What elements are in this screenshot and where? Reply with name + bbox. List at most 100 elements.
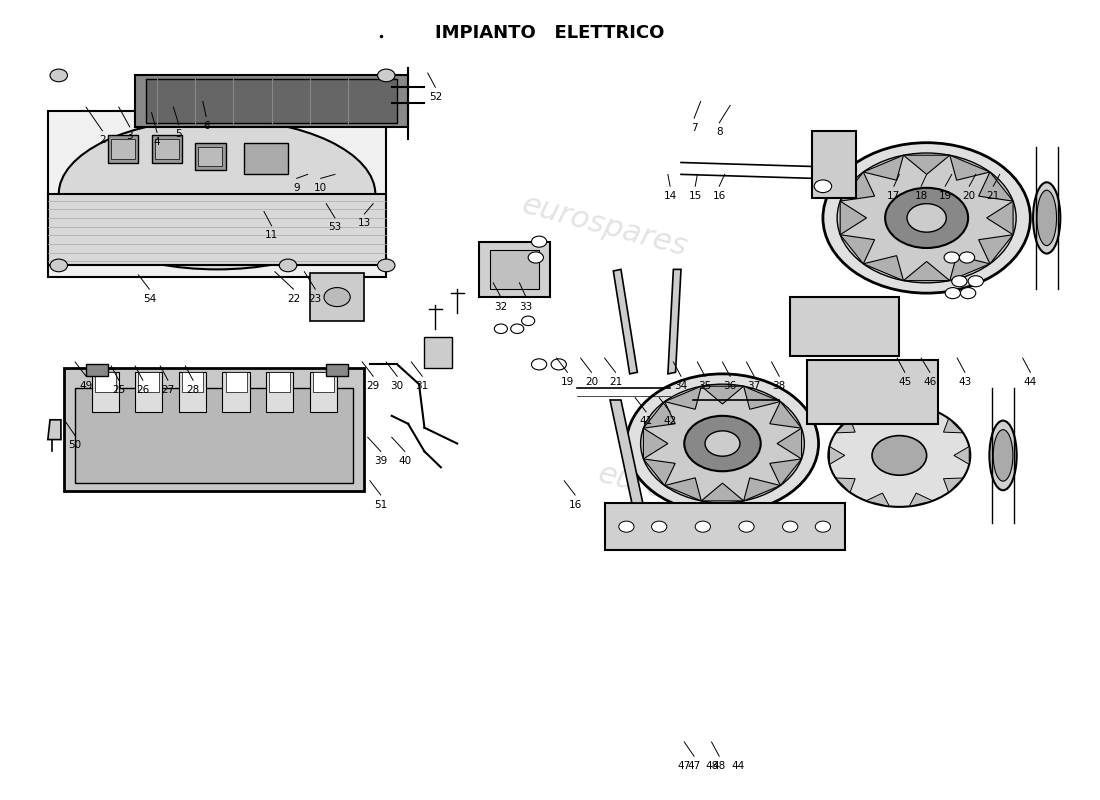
Bar [91,372,119,412]
Ellipse shape [1037,190,1056,246]
Text: 33: 33 [519,302,532,311]
Text: 3: 3 [126,131,133,142]
Text: 49: 49 [79,381,92,390]
Bar [146,79,397,123]
Polygon shape [949,256,990,281]
Text: 48: 48 [713,761,726,770]
Bar [47,194,386,266]
Text: 20: 20 [585,377,598,386]
Circle shape [908,204,946,232]
Bar [198,146,222,166]
Text: IMPIANTO   ELETTRICO: IMPIANTO ELETTRICO [436,24,664,42]
Circle shape [626,374,818,514]
Ellipse shape [993,430,1013,481]
Text: 32: 32 [494,302,507,311]
Polygon shape [610,400,642,503]
Text: 16: 16 [569,499,582,510]
Bar [270,372,290,392]
Circle shape [886,188,968,248]
Bar [790,297,900,357]
Text: 51: 51 [374,499,387,510]
Text: 9: 9 [294,183,300,193]
Bar [75,388,353,483]
Polygon shape [744,386,780,410]
Circle shape [872,436,926,475]
Text: 26: 26 [136,385,150,394]
Circle shape [828,404,970,507]
Text: 18: 18 [914,190,927,201]
Text: 41: 41 [639,416,652,426]
Circle shape [960,287,976,298]
Circle shape [279,259,297,272]
Text: 25: 25 [112,385,125,394]
Bar [266,372,294,412]
Polygon shape [664,386,702,410]
Polygon shape [864,256,903,281]
Circle shape [640,384,804,503]
Polygon shape [829,446,845,464]
Text: 7: 7 [691,122,697,133]
Text: 50: 50 [68,440,81,450]
Bar [478,242,550,297]
Ellipse shape [58,119,375,270]
Polygon shape [836,418,855,433]
Circle shape [494,324,507,334]
Bar [195,142,226,170]
Polygon shape [866,493,890,506]
Circle shape [531,236,547,247]
Circle shape [944,252,959,263]
Text: 34: 34 [674,381,688,390]
Circle shape [814,180,832,193]
Circle shape [324,287,350,306]
Text: 10: 10 [315,183,328,193]
Circle shape [782,521,797,532]
Bar [310,274,364,321]
Text: eurospares: eurospares [518,190,691,262]
Text: 42: 42 [663,416,676,426]
Polygon shape [770,459,802,486]
Bar [47,111,386,278]
Text: 30: 30 [390,381,404,390]
Text: 44: 44 [1024,377,1037,386]
Bar [310,372,337,412]
Text: 38: 38 [772,381,785,390]
Polygon shape [944,478,964,493]
Polygon shape [644,428,668,459]
Bar [135,75,408,127]
Polygon shape [664,478,702,501]
Bar [314,372,334,392]
Text: 35: 35 [698,381,712,390]
Polygon shape [903,262,949,281]
Text: 14: 14 [663,190,676,201]
Text: 48: 48 [705,761,718,770]
Bar [222,372,250,412]
Circle shape [837,153,1016,283]
Circle shape [377,259,395,272]
Circle shape [945,287,960,298]
Text: 2: 2 [99,135,106,146]
Circle shape [651,521,667,532]
Polygon shape [770,402,802,428]
Text: 27: 27 [162,385,175,394]
Bar [812,131,856,198]
Ellipse shape [989,421,1016,490]
Polygon shape [979,234,1013,264]
Polygon shape [954,446,969,464]
Bar [183,372,202,392]
Text: 5: 5 [176,129,183,139]
Circle shape [619,521,634,532]
Polygon shape [840,172,874,201]
Bar [155,138,179,158]
Text: 21: 21 [609,377,623,386]
Polygon shape [979,172,1013,201]
Text: 22: 22 [287,294,300,304]
Circle shape [50,259,67,272]
Text: 28: 28 [186,385,199,394]
Bar [490,250,539,289]
Circle shape [823,142,1031,293]
Bar [108,134,139,162]
Polygon shape [702,386,744,404]
Circle shape [952,276,967,286]
Text: 53: 53 [328,222,342,233]
Text: 47: 47 [678,761,691,770]
